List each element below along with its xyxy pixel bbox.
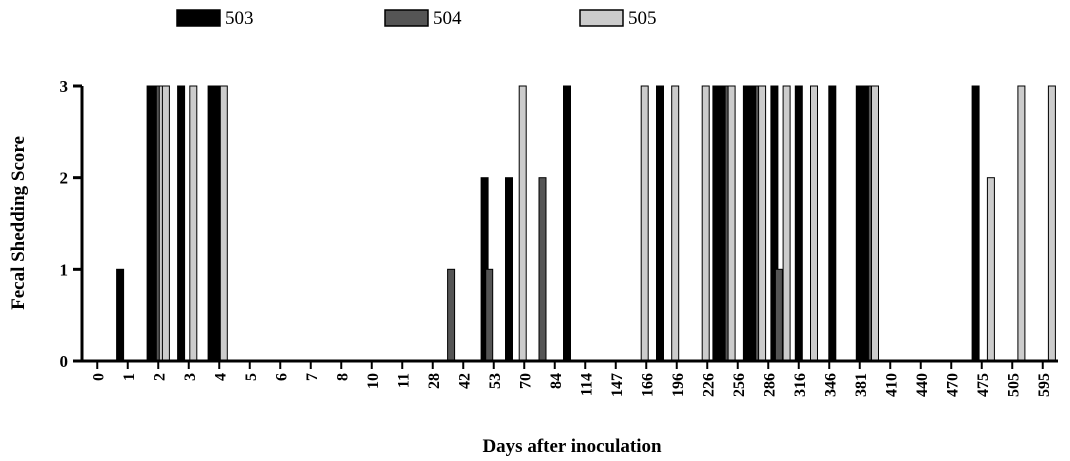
x-tick-label-316: 316 [792, 373, 809, 397]
bar-504-2 [485, 268, 494, 362]
legend-label-505: 505 [628, 8, 657, 29]
legend-swatch-505 [579, 9, 624, 27]
axes: 0 1 2 3 0 1 2 3 4 5 6 7 8 10 11 28 42 53 70 84 114 147 166 196 2… [60, 77, 1058, 397]
x-tick-label-410: 410 [883, 373, 900, 397]
bar-503-11 [563, 85, 571, 362]
x-tick-label-8: 8 [334, 373, 351, 381]
x-tick-label-0: 0 [90, 373, 107, 381]
x-tick-label-5: 5 [243, 373, 260, 381]
x-tick-label-256: 256 [731, 373, 748, 397]
bar-503-22 [794, 85, 803, 362]
bar-505-3 [219, 85, 228, 362]
x-tick-label-84: 84 [548, 373, 565, 389]
bar-504-6 [774, 268, 783, 362]
x-tick-label-2: 2 [151, 373, 168, 381]
y-tick-label-3: 3 [60, 77, 69, 96]
bar-505-4 [518, 85, 527, 362]
x-tick-label-470: 470 [944, 373, 961, 397]
x-tick-label-6: 6 [273, 373, 290, 381]
bar-504-1 [447, 268, 456, 362]
x-tick-label-7: 7 [304, 373, 321, 381]
bar-505-11 [810, 85, 818, 362]
x-tick-label-147: 147 [609, 373, 626, 397]
bar-503-0 [116, 268, 125, 362]
x-tick-label-595: 595 [1036, 373, 1053, 397]
bar-505-15 [1047, 85, 1056, 362]
y-tick-label-0: 0 [60, 352, 69, 371]
bar-505-10 [782, 85, 791, 362]
bar-503-12 [656, 85, 664, 362]
x-tick-label-381: 381 [853, 373, 870, 397]
bar-505-1 [161, 85, 170, 362]
x-tick-label-196: 196 [670, 373, 687, 397]
legend: 503 504 505 [176, 8, 657, 29]
legend-swatch-503 [176, 9, 221, 27]
x-tick-label-114: 114 [578, 373, 595, 396]
x-tick-label-4: 4 [212, 373, 229, 381]
bar-505-2 [189, 85, 198, 362]
bar-503-4 [177, 85, 186, 362]
x-tick-label-1: 1 [121, 373, 138, 381]
bar-505-5 [640, 85, 649, 362]
x-tick-label-11: 11 [395, 373, 412, 388]
bar-503-23 [828, 85, 837, 362]
x-tick-label-28: 28 [426, 373, 443, 389]
legend-label-503: 503 [225, 8, 254, 29]
x-tick-label-42: 42 [456, 373, 473, 389]
y-tick-label-1: 1 [60, 260, 69, 279]
x-tick-label-346: 346 [822, 373, 839, 397]
x-tick-label-53: 53 [487, 373, 504, 389]
bar-505-8 [727, 85, 736, 362]
x-tick-label-3: 3 [182, 373, 199, 381]
x-tick-label-475: 475 [975, 373, 992, 397]
bar-505-7 [701, 85, 710, 362]
x-tick-label-440: 440 [914, 373, 931, 397]
bar-503-10 [505, 177, 513, 362]
bar-505-6 [671, 85, 680, 362]
x-tick-label-166: 166 [639, 373, 656, 397]
x-tick-label-70: 70 [517, 373, 534, 389]
bar-505-9 [758, 85, 767, 362]
bar-503-28 [971, 85, 980, 362]
x-tick-label-226: 226 [700, 373, 717, 397]
x-tick-label-286: 286 [761, 373, 778, 397]
legend-swatch-504 [384, 9, 429, 27]
x-tick-label-10: 10 [365, 373, 382, 389]
bar-504-3 [538, 177, 547, 362]
bar-505-14 [1017, 85, 1026, 362]
bar-505-12 [871, 85, 879, 362]
x-tick-label-505: 505 [1005, 373, 1022, 397]
bar-505-13 [986, 177, 995, 362]
y-tick-label-2: 2 [60, 169, 69, 188]
y-axis-title: Fecal Shedding Score [8, 136, 29, 310]
legend-label-504: 504 [433, 8, 462, 29]
x-axis-title: Days after inoculation [482, 436, 662, 457]
plot-bars [116, 85, 1056, 362]
